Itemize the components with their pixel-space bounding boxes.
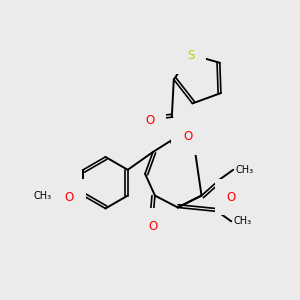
Text: O: O	[148, 220, 158, 233]
Text: O: O	[64, 190, 74, 204]
Text: CH₃: CH₃	[235, 165, 253, 175]
Text: CH₃: CH₃	[233, 216, 251, 226]
Text: O: O	[183, 130, 192, 143]
Text: S: S	[187, 50, 194, 62]
Text: O: O	[226, 190, 236, 204]
Text: O: O	[146, 114, 154, 127]
Text: CH₃: CH₃	[33, 190, 51, 201]
